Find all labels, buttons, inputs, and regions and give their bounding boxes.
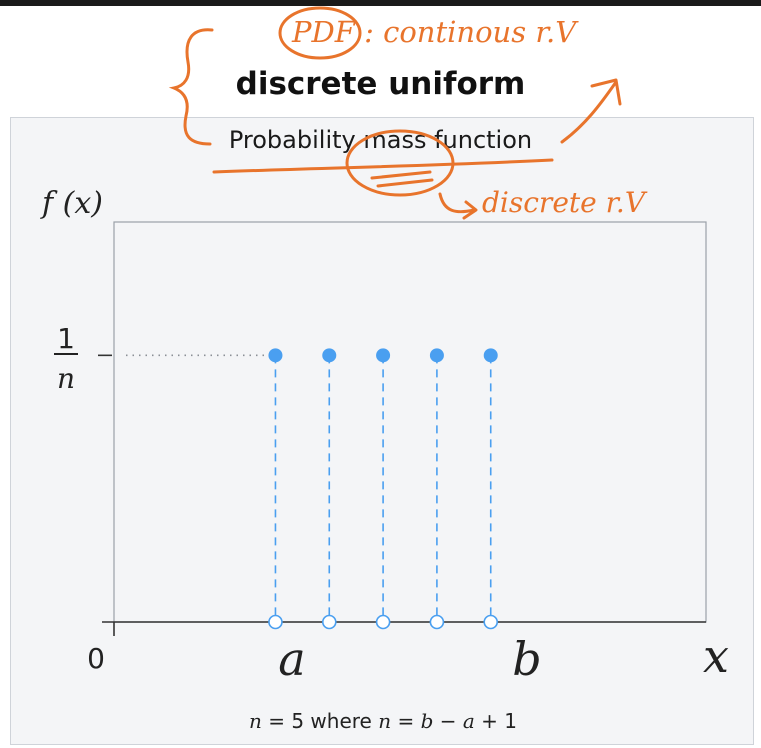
x-tick-label-b: b [512, 632, 541, 686]
caption-part: n [378, 709, 391, 733]
caption-part: = [391, 709, 420, 733]
caption-part: b [421, 709, 434, 733]
x-axis-label: x [703, 629, 729, 683]
pmf-point [376, 348, 391, 363]
window-top-bar [0, 0, 761, 6]
caption-part: + 1 [475, 709, 517, 733]
pmf-base-point [483, 614, 499, 630]
caption-part: = 5 where [262, 709, 378, 733]
origin-label: 0 [87, 642, 105, 675]
y-tick-numerator: 1 [57, 322, 75, 355]
pmf-base-point [321, 614, 337, 630]
caption-part: − [433, 709, 462, 733]
x-tick-label-a: a [278, 632, 305, 686]
plot-area [113, 221, 707, 623]
y-tick-denominator: n [57, 362, 75, 395]
pmf-point [429, 348, 444, 363]
pmf-base-point [429, 614, 445, 630]
caption-part: a [463, 709, 475, 733]
pmf-point [322, 348, 337, 363]
y-axis-label: f (x) [40, 186, 103, 221]
chart-caption: n = 5 where n = b − a + 1 [249, 709, 517, 733]
pmf-point [483, 348, 498, 363]
pmf-point [268, 348, 283, 363]
chart-title: discrete uniform [235, 66, 526, 102]
chart-marks [98, 348, 706, 636]
pmf-base-point [268, 614, 283, 630]
pmf-base-point [375, 614, 391, 630]
caption-part: n [249, 709, 262, 733]
